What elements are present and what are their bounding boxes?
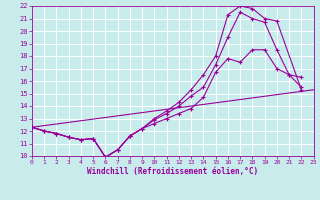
X-axis label: Windchill (Refroidissement éolien,°C): Windchill (Refroidissement éolien,°C) bbox=[87, 167, 258, 176]
